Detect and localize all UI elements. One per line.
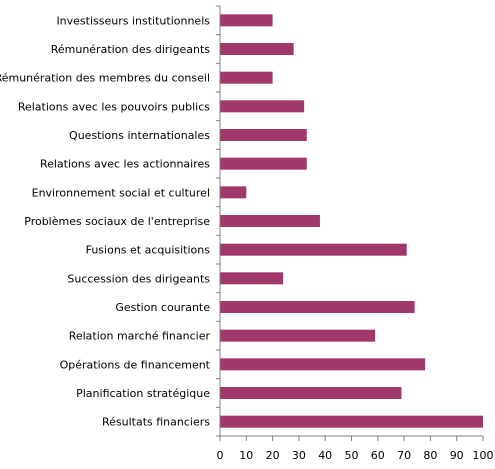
category-label: Rémunération des dirigeants <box>51 43 211 56</box>
x-tick-label: 0 <box>217 449 224 462</box>
tick-labels-group: 0 10 20 30 40 50 60 70 80 90 100 <box>217 449 494 462</box>
category-labels-group: Investisseurs institutionnels Rémunératio… <box>0 14 211 428</box>
bar <box>220 100 305 113</box>
category-label: Gestion courante <box>115 301 210 314</box>
x-tick-label: 60 <box>371 449 385 462</box>
category-label: Succession des dirigeants <box>67 272 210 285</box>
category-label: Résultats financiers <box>102 416 210 429</box>
bar <box>220 157 307 170</box>
bar <box>220 43 294 55</box>
category-label: Questions internationales <box>69 129 210 142</box>
category-label: Problèmes sociaux de l'entreprise <box>24 215 210 228</box>
category-label: Planification stratégique <box>76 387 210 400</box>
bar <box>220 243 407 256</box>
x-tick-label: 100 <box>473 449 494 462</box>
category-label: Fusions et acquisitions <box>86 244 211 257</box>
bar <box>220 272 284 285</box>
bar <box>220 358 426 371</box>
category-label: Environnement social et culturel <box>32 186 210 199</box>
bar <box>220 387 402 399</box>
bar <box>220 14 273 27</box>
axes-group <box>216 5 484 441</box>
x-tick-label: 70 <box>397 449 411 462</box>
bar <box>220 186 247 199</box>
bar <box>220 329 376 342</box>
category-label: Relation marché financier <box>69 330 211 343</box>
x-tick-label: 10 <box>239 449 253 462</box>
x-tick-label: 50 <box>345 449 359 462</box>
category-label: Relations avec les pouvoirs publics <box>18 100 210 113</box>
x-tick-label: 30 <box>292 449 306 462</box>
bar <box>220 301 415 313</box>
category-label: Opérations de financement <box>60 358 211 371</box>
bar <box>220 71 273 84</box>
bar <box>220 415 483 428</box>
x-tick-label: 90 <box>450 449 464 462</box>
category-label: Investisseurs institutionnels <box>56 14 210 27</box>
category-label: Rémunération des membres du conseil <box>0 72 210 85</box>
x-tick-label: 20 <box>266 449 280 462</box>
bar <box>220 215 320 227</box>
x-tick-label: 40 <box>318 449 332 462</box>
category-label: Relations avec les actionnaires <box>40 158 210 171</box>
bar <box>220 129 307 141</box>
x-tick-label: 80 <box>423 449 437 462</box>
bars-group <box>220 14 483 428</box>
